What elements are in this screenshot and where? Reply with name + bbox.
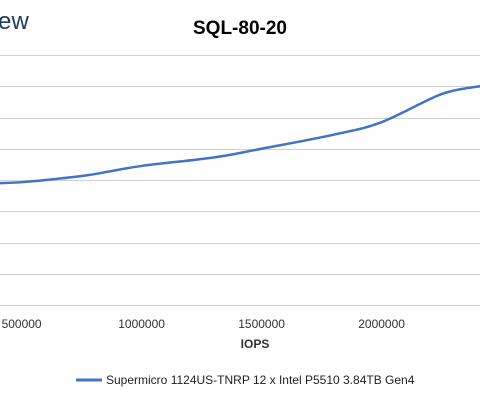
- x-tick-labels: 500000 1000000 1500000 2000000: [2, 317, 406, 331]
- x-tick-label: 1000000: [118, 317, 165, 331]
- x-tick-label: 500000: [2, 317, 42, 331]
- legend: Supermicro 1124US-TNRP 12 x Intel P5510 …: [76, 373, 415, 387]
- logo-text: ew: [0, 8, 30, 35]
- gridlines: [0, 55, 480, 306]
- series-line: [0, 85, 480, 185]
- series-lines: [0, 85, 480, 185]
- x-tick-label: 2000000: [358, 317, 405, 331]
- legend-label: Supermicro 1124US-TNRP 12 x Intel P5510 …: [106, 373, 415, 387]
- chart-title: SQL-80-20: [193, 18, 287, 39]
- x-axis-label: IOPS: [241, 337, 270, 351]
- x-tick-label: 1500000: [238, 317, 285, 331]
